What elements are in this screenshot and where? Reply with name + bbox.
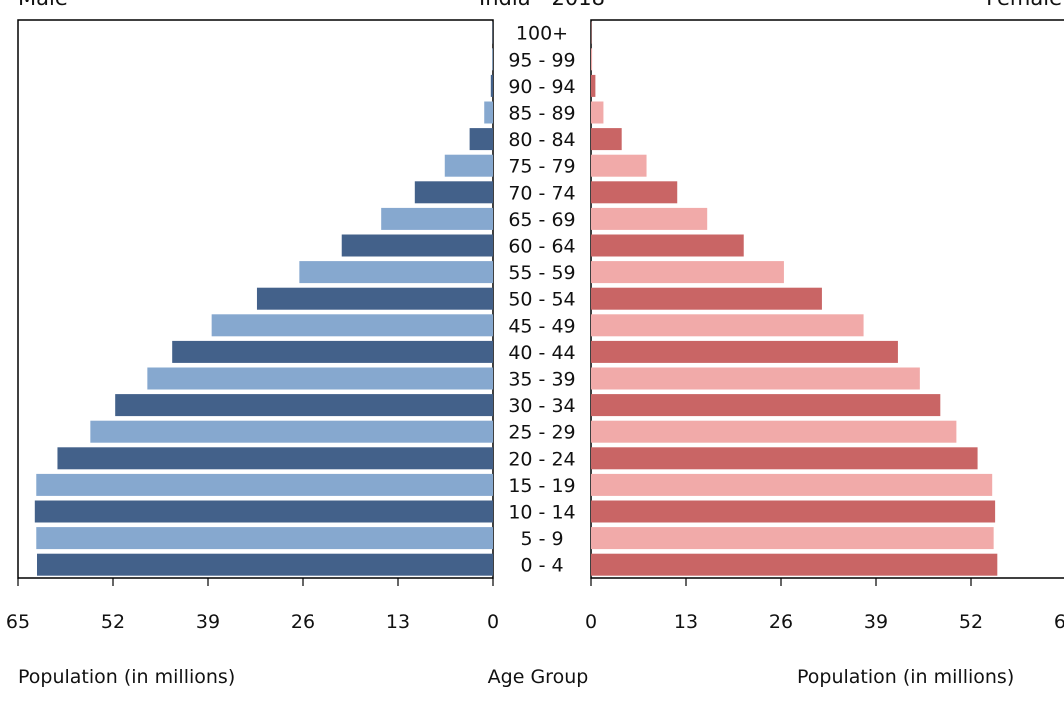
previous-slide-button[interactable] [60, 312, 104, 374]
next-slide-button[interactable] [976, 312, 1020, 374]
female-axis-ticks: 0 13 26 39 52 65 [585, 578, 1064, 633]
chevron-left-icon [65, 315, 99, 371]
female-bar-14 [591, 181, 678, 204]
female-bar-19 [591, 48, 593, 71]
male-bar-14 [414, 181, 493, 204]
female-bar-17 [591, 101, 604, 124]
male-bar-11 [299, 261, 493, 284]
female-bar-9 [591, 314, 864, 337]
female-bar-16 [591, 128, 622, 151]
age-label-10: 50 - 54 [508, 289, 575, 311]
age-label-1: 5 - 9 [520, 528, 563, 550]
female-bar-6 [591, 394, 941, 417]
male-bar-3 [36, 473, 494, 496]
age-label-7: 35 - 39 [508, 369, 575, 391]
female-bar-0 [591, 553, 998, 576]
female-x-axis-title: Population (in millions) [797, 666, 1014, 688]
male-bar-19 [492, 48, 493, 71]
female-bar-10 [591, 287, 822, 310]
male-bar-6 [115, 394, 493, 417]
age-label-0: 0 - 4 [520, 555, 563, 577]
age-label-12: 60 - 64 [508, 236, 575, 258]
age-label-13: 65 - 69 [508, 209, 575, 231]
chart-title: India - 2018 [479, 0, 605, 10]
female-tick-label-4: 52 [959, 611, 983, 633]
age-group-axis-title: Age Group [488, 666, 589, 688]
male-bar-16 [469, 128, 493, 151]
female-tick-label-2: 26 [769, 611, 793, 633]
female-bar-2 [591, 500, 996, 523]
male-tick-label-5: 65 [6, 611, 30, 633]
age-group-labels: 0 - 4 5 - 9 10 - 14 15 - 19 20 - 24 25 - 29 30… [508, 23, 575, 577]
male-bar-1 [36, 527, 494, 550]
female-bar-11 [591, 261, 784, 284]
age-label-4: 20 - 24 [508, 448, 575, 470]
age-label-20: 100+ [516, 23, 568, 45]
female-bar-8 [591, 340, 898, 363]
male-tick-label-2: 26 [291, 611, 315, 633]
male-tick-label-4: 52 [101, 611, 125, 633]
male-bar-5 [90, 420, 493, 443]
female-bar-18 [591, 74, 596, 97]
age-label-11: 55 - 59 [508, 262, 575, 284]
age-label-8: 40 - 44 [508, 342, 575, 364]
female-bars [591, 21, 998, 576]
male-bar-4 [57, 447, 493, 470]
female-bar-7 [591, 367, 920, 390]
male-tick-label-1: 13 [386, 611, 410, 633]
female-bar-15 [591, 154, 647, 177]
female-tick-label-3: 39 [864, 611, 888, 633]
male-bar-15 [444, 154, 493, 177]
age-label-15: 75 - 79 [508, 156, 575, 178]
age-label-5: 25 - 29 [508, 422, 575, 444]
male-x-axis-title: Population (in millions) [18, 666, 235, 688]
female-bar-1 [591, 527, 994, 550]
age-label-14: 70 - 74 [508, 182, 575, 204]
male-bar-2 [34, 500, 494, 523]
age-label-19: 95 - 99 [508, 49, 575, 71]
male-tick-label-3: 39 [196, 611, 220, 633]
male-bars [34, 21, 494, 576]
age-label-17: 85 - 89 [508, 103, 575, 125]
female-tick-label-0: 0 [585, 611, 597, 633]
chevron-right-icon [981, 315, 1015, 371]
female-tick-label-1: 13 [674, 611, 698, 633]
header-left-label: Male [18, 0, 68, 10]
age-label-3: 15 - 19 [508, 475, 575, 497]
female-bar-3 [591, 473, 993, 496]
male-bar-9 [211, 314, 493, 337]
female-bar-5 [591, 420, 957, 443]
age-label-18: 90 - 94 [508, 76, 575, 98]
male-bar-7 [147, 367, 493, 390]
male-tick-label-0: 0 [487, 611, 499, 633]
male-bar-0 [37, 553, 493, 576]
male-bar-8 [172, 340, 493, 363]
female-bar-13 [591, 207, 708, 230]
female-tick-label-5: 65 [1054, 611, 1064, 633]
age-label-16: 80 - 84 [508, 129, 575, 151]
male-bar-10 [256, 287, 493, 310]
female-bar-12 [591, 234, 744, 257]
age-label-6: 30 - 34 [508, 395, 575, 417]
age-label-9: 45 - 49 [508, 315, 575, 337]
header-right-label: Female [986, 0, 1062, 10]
female-bar-4 [591, 447, 978, 470]
male-bar-17 [484, 101, 493, 124]
male-bar-12 [341, 234, 493, 257]
age-label-2: 10 - 14 [508, 502, 575, 524]
male-bar-13 [381, 207, 493, 230]
male-bar-18 [490, 74, 493, 97]
male-axis-ticks: 0 13 26 39 52 65 [6, 578, 499, 633]
